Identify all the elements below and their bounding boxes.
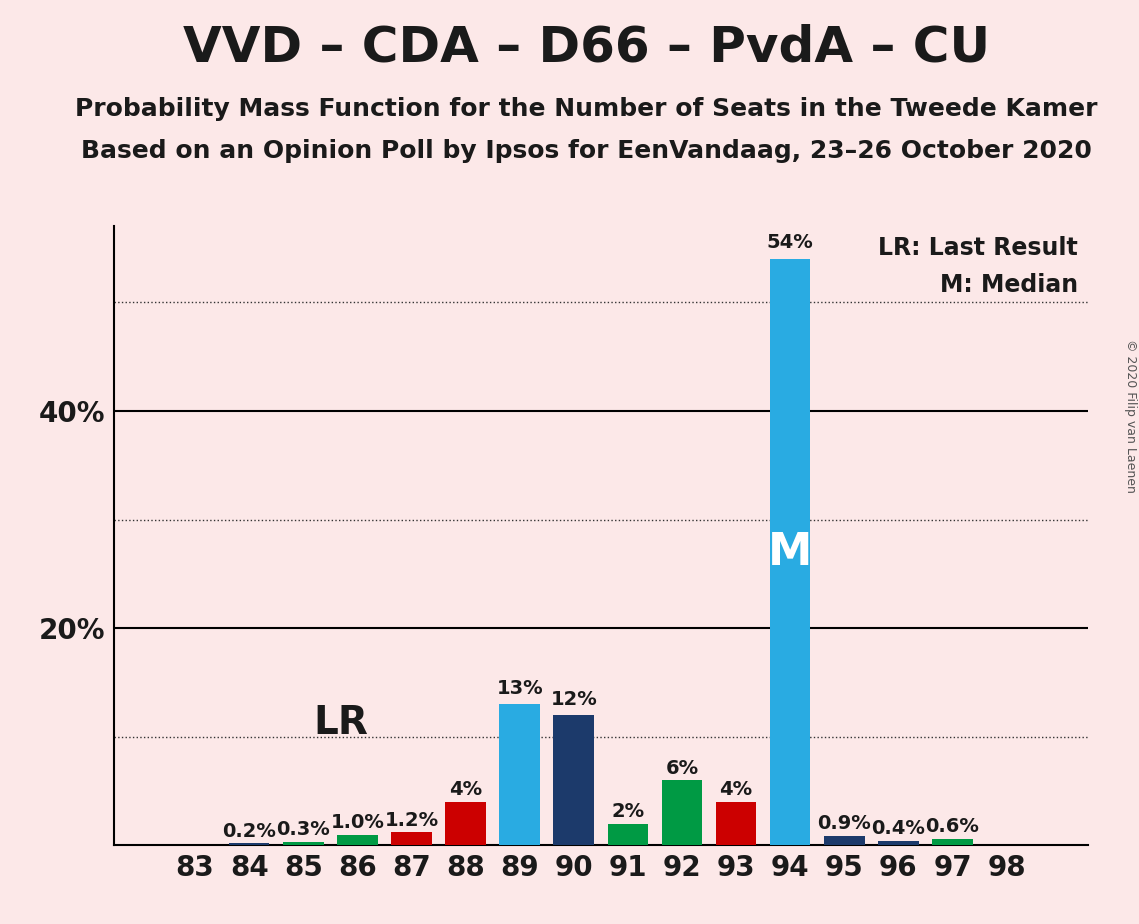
Bar [229, 844, 270, 845]
Bar [554, 715, 595, 845]
Bar [337, 834, 378, 845]
Text: 0.4%: 0.4% [871, 820, 925, 838]
Text: 4%: 4% [449, 780, 482, 799]
Text: 0.3%: 0.3% [277, 821, 330, 840]
Bar [499, 704, 540, 845]
Text: © 2020 Filip van Laenen: © 2020 Filip van Laenen [1124, 339, 1137, 492]
Text: 54%: 54% [767, 234, 813, 252]
Text: M: Median: M: Median [940, 273, 1077, 297]
Text: 1.2%: 1.2% [384, 810, 439, 830]
Bar [391, 833, 432, 845]
Text: Probability Mass Function for the Number of Seats in the Tweede Kamer: Probability Mass Function for the Number… [75, 97, 1098, 121]
Text: 4%: 4% [720, 780, 753, 799]
Bar [662, 780, 703, 845]
Bar [282, 842, 323, 845]
Text: 0.2%: 0.2% [222, 821, 276, 841]
Text: 13%: 13% [497, 679, 543, 698]
Text: 12%: 12% [550, 689, 597, 709]
Bar [823, 835, 865, 845]
Text: M: M [768, 530, 812, 574]
Text: 0.9%: 0.9% [818, 814, 871, 833]
Bar [445, 802, 486, 845]
Bar [715, 802, 756, 845]
Text: 2%: 2% [612, 802, 645, 821]
Bar [932, 839, 973, 845]
Text: 6%: 6% [665, 759, 698, 778]
Bar [770, 259, 811, 845]
Text: VVD – CDA – D66 – PvdA – CU: VVD – CDA – D66 – PvdA – CU [183, 23, 990, 71]
Bar [878, 841, 919, 845]
Text: 1.0%: 1.0% [330, 813, 384, 832]
Bar [607, 823, 648, 845]
Text: Based on an Opinion Poll by Ipsos for EenVandaag, 23–26 October 2020: Based on an Opinion Poll by Ipsos for Ee… [81, 139, 1092, 163]
Text: 0.6%: 0.6% [926, 817, 980, 836]
Text: LR: Last Result: LR: Last Result [878, 236, 1077, 260]
Text: LR: LR [313, 704, 369, 742]
